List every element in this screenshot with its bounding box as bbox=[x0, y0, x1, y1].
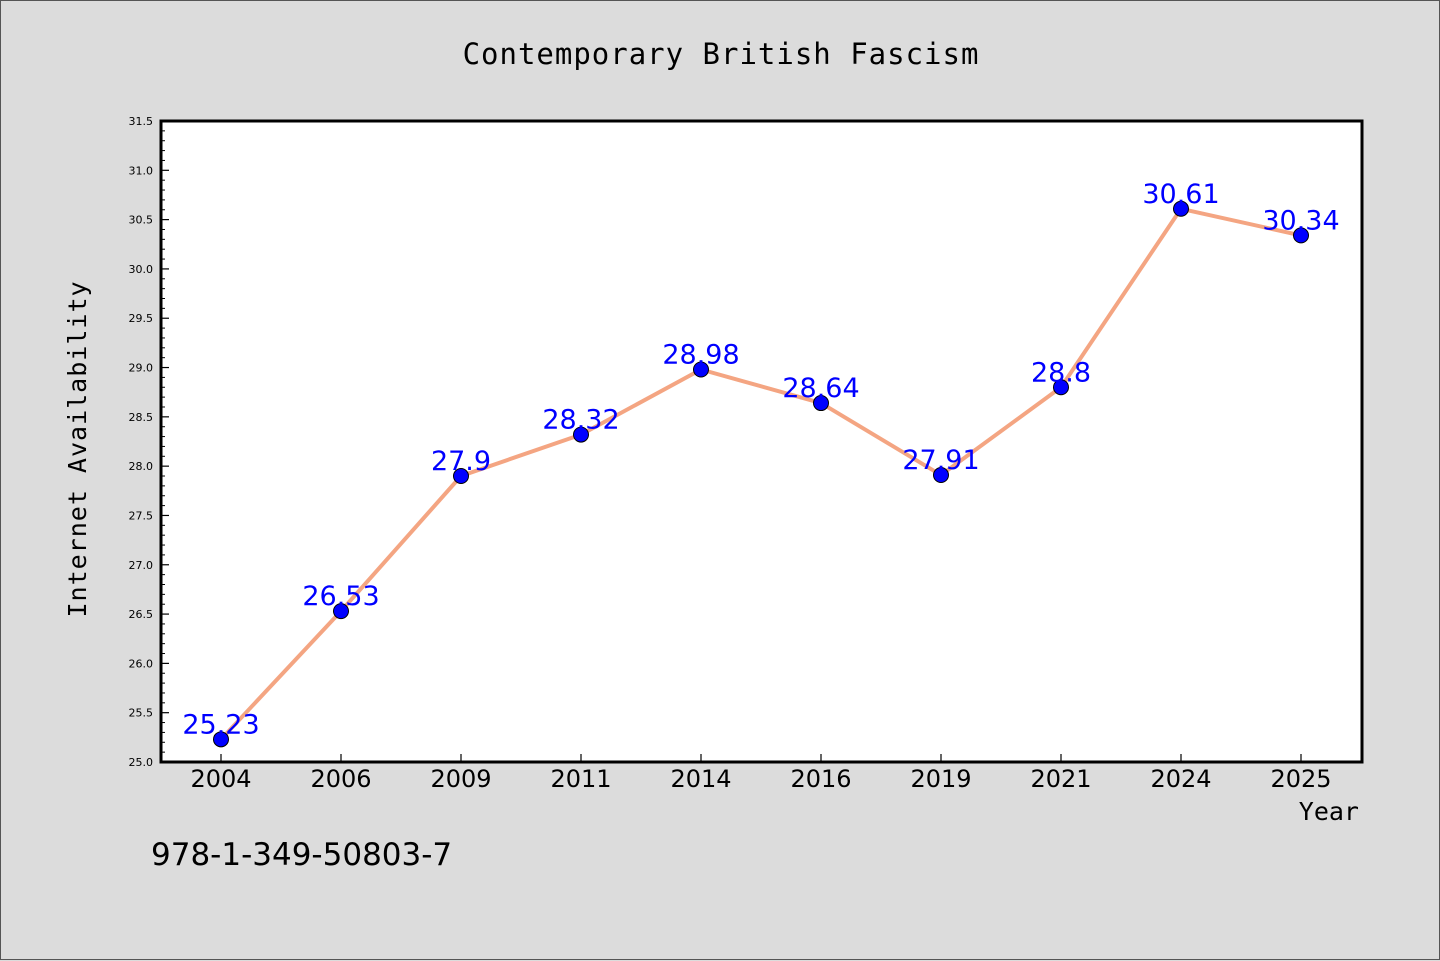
data-point bbox=[453, 468, 469, 485]
x-tick-label: 2016 bbox=[790, 765, 851, 793]
data-label: 25.23 bbox=[182, 709, 259, 740]
y-tick-label: 31.5 bbox=[129, 115, 154, 128]
data-point bbox=[573, 426, 589, 443]
x-tick-label: 2025 bbox=[1270, 765, 1331, 793]
data-point bbox=[213, 731, 229, 748]
y-tick-label: 30.5 bbox=[129, 214, 154, 227]
x-axis-label: Year bbox=[1299, 797, 1359, 826]
data-label: 28.98 bbox=[662, 340, 739, 371]
isbn-text: 978-1-349-50803-7 bbox=[151, 837, 452, 873]
data-label: 27.9 bbox=[431, 446, 491, 477]
x-tick-label: 2011 bbox=[550, 765, 611, 793]
data-label: 28.32 bbox=[542, 405, 619, 436]
y-tick-label: 29.0 bbox=[129, 362, 154, 375]
data-point bbox=[1053, 379, 1069, 396]
data-point bbox=[933, 467, 949, 484]
y-axis-label: Internet Availability bbox=[63, 280, 92, 617]
x-tick-label: 2019 bbox=[910, 765, 971, 793]
y-tick-label: 31.0 bbox=[129, 164, 154, 177]
y-tick-label: 26.0 bbox=[129, 657, 154, 670]
data-point bbox=[333, 603, 349, 620]
data-label: 26.53 bbox=[302, 581, 379, 612]
y-tick-label: 25.0 bbox=[129, 756, 154, 769]
y-tick-label: 27.5 bbox=[129, 509, 154, 522]
x-tick-label: 2024 bbox=[1150, 765, 1211, 793]
x-tick-label: 2006 bbox=[310, 765, 371, 793]
data-label: 30.34 bbox=[1262, 205, 1339, 236]
data-point bbox=[693, 361, 709, 378]
data-point bbox=[1173, 200, 1189, 217]
y-tick-label: 25.5 bbox=[129, 707, 154, 720]
x-tick-label: 2004 bbox=[190, 765, 251, 793]
chart-title: Contemporary British Fascism bbox=[463, 37, 980, 71]
series-line-group bbox=[219, 206, 1303, 742]
y-tick-label: 28.0 bbox=[129, 460, 154, 473]
plot-frame bbox=[159, 119, 1364, 764]
x-tick-label: 2009 bbox=[430, 765, 491, 793]
y-tick-label: 28.5 bbox=[129, 411, 154, 424]
data-label: 27.91 bbox=[902, 445, 979, 476]
plot-area bbox=[161, 121, 1362, 762]
data-markers bbox=[213, 200, 1309, 748]
data-label: 28.8 bbox=[1031, 357, 1091, 388]
x-tick-label: 2021 bbox=[1030, 765, 1091, 793]
data-label: 28.64 bbox=[782, 373, 859, 404]
series-line bbox=[219, 206, 1303, 742]
x-axis-ticks: 2004 2006 2009 2011 2014 2016 2019 2021 2024 2025 bbox=[190, 754, 1332, 793]
y-tick-label: 26.5 bbox=[129, 608, 154, 621]
x-tick-label: 2014 bbox=[670, 765, 731, 793]
data-label: 30.61 bbox=[1142, 179, 1219, 210]
data-point bbox=[813, 395, 829, 412]
y-tick-label: 30.0 bbox=[129, 263, 154, 276]
data-point bbox=[1293, 227, 1309, 244]
y-tick-label: 29.5 bbox=[129, 312, 154, 325]
y-tick-label: 27.0 bbox=[129, 559, 154, 572]
data-labels: 25.23 26.53 27.9 28.32 28.98 28.64 27.91 28.8 30… bbox=[182, 179, 1339, 741]
